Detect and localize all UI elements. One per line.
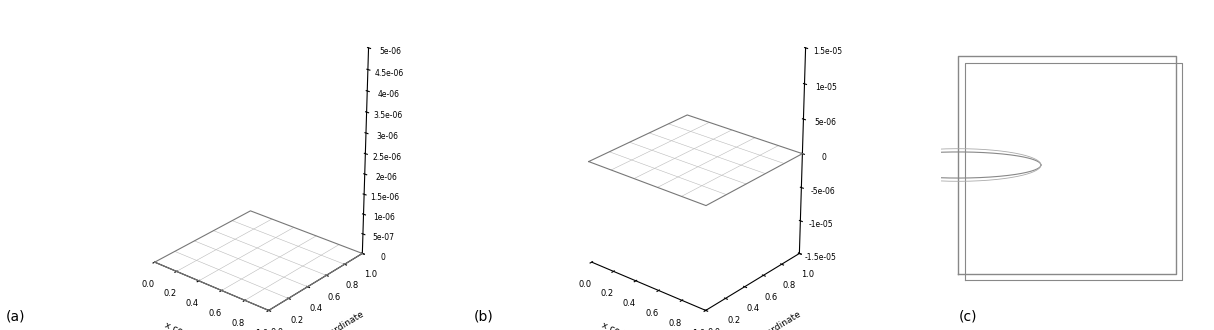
- Text: (b): (b): [473, 309, 493, 323]
- Text: (a): (a): [6, 309, 25, 323]
- X-axis label: x coordinate: x coordinate: [601, 320, 656, 330]
- X-axis label: x coordinate: x coordinate: [164, 320, 219, 330]
- Y-axis label: y coordinate: y coordinate: [313, 310, 365, 330]
- Text: (c): (c): [959, 309, 977, 323]
- Y-axis label: y coordinate: y coordinate: [750, 310, 802, 330]
